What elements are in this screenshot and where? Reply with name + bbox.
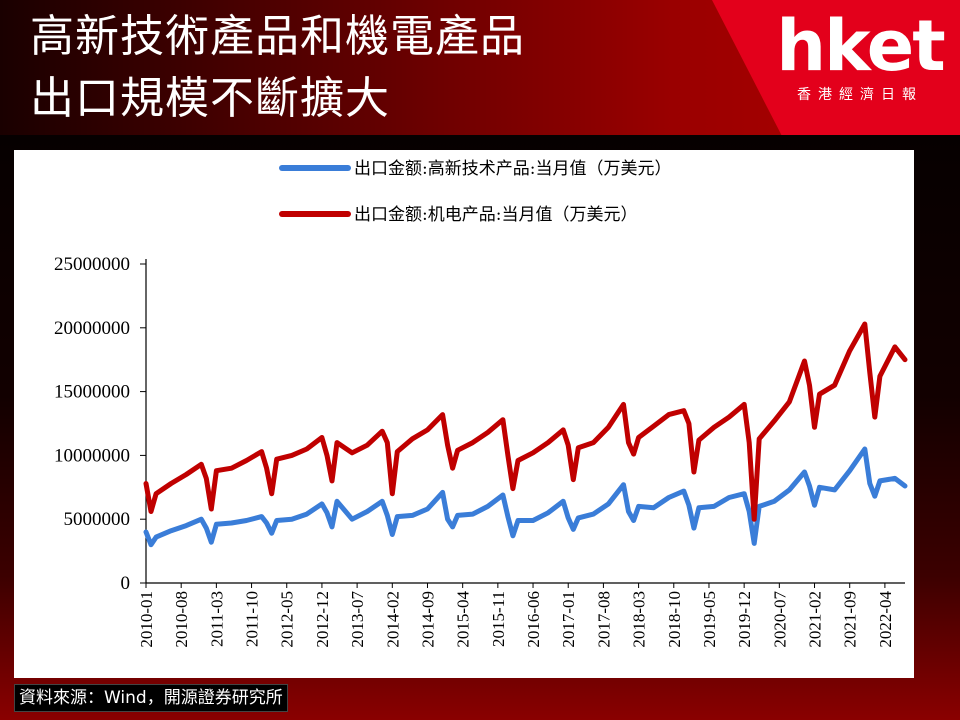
y-tick-label: 20000000 bbox=[54, 318, 130, 339]
x-tick-label: 2019-12 bbox=[735, 591, 754, 648]
y-tick-label: 10000000 bbox=[54, 445, 130, 466]
x-tick-label: 2019-05 bbox=[700, 591, 719, 648]
x-tick-label: 2020-07 bbox=[770, 591, 789, 648]
y-tick-label: 15000000 bbox=[54, 382, 130, 403]
series-line-1 bbox=[143, 446, 908, 548]
x-tick-label: 2014-02 bbox=[383, 591, 402, 648]
y-tick-label: 0 bbox=[121, 573, 131, 594]
x-tick-label: 2013-07 bbox=[348, 591, 367, 648]
chart-panel: 出口金额:高新技术产品:当月值（万美元） 出口金额:机电产品:当月值（万美元） 0… bbox=[14, 150, 914, 678]
x-tick-label: 2021-02 bbox=[806, 591, 825, 648]
logo-subtitle: 香港經濟日報 bbox=[797, 87, 923, 103]
x-tick-label: 2018-10 bbox=[665, 591, 684, 648]
line-chart: 出口金额:高新技术产品:当月值（万美元） 出口金额:机电产品:当月值（万美元） 0… bbox=[54, 159, 908, 648]
x-tick-label: 2011-10 bbox=[243, 591, 262, 647]
header-banner: 高新技術產品和機電產品 出口規模不斷擴大 hket 香港經濟日報 bbox=[0, 0, 960, 135]
x-tick-label: 2017-08 bbox=[594, 591, 613, 648]
legend-label: 出口金额:机电产品:当月值（万美元） bbox=[354, 205, 637, 225]
source-note: 資料來源：Wind，開源證券研究所 bbox=[14, 684, 288, 712]
page-title-line2: 出口規模不斷擴大 bbox=[30, 73, 390, 124]
chart-series bbox=[143, 321, 908, 548]
x-tick-label: 2015-11 bbox=[489, 591, 508, 647]
x-tick-label: 2018-03 bbox=[630, 591, 649, 648]
page-title-line1: 高新技術產品和機電產品 bbox=[30, 11, 525, 62]
legend-label: 出口金额:高新技术产品:当月值（万美元） bbox=[354, 159, 671, 179]
x-tick-label: 2011-03 bbox=[207, 591, 226, 647]
x-tick-label: 2016-06 bbox=[524, 591, 543, 648]
x-tick-label: 2012-12 bbox=[313, 591, 332, 648]
chart-legend: 出口金额:高新技术产品:当月值（万美元） 出口金额:机电产品:当月值（万美元） bbox=[279, 159, 671, 225]
y-tick-label: 5000000 bbox=[64, 509, 131, 530]
x-tick-label: 2017-01 bbox=[559, 591, 578, 648]
chart-axes: 0 5000000 10000000 15000000 20000000 25000000… bbox=[54, 254, 905, 648]
x-tick-label: 2010-01 bbox=[137, 591, 156, 648]
x-tick-label: 2021-09 bbox=[841, 591, 860, 648]
x-tick-label: 2015-04 bbox=[454, 591, 473, 648]
x-tick-label: 2012-05 bbox=[278, 591, 297, 648]
y-tick-label: 25000000 bbox=[54, 254, 130, 275]
x-tick-label: 2014-09 bbox=[418, 591, 437, 648]
hket-logo: hket bbox=[776, 5, 945, 87]
x-tick-label: 2010-08 bbox=[172, 591, 191, 648]
series-line-2 bbox=[143, 321, 908, 522]
x-tick-label: 2022-04 bbox=[876, 591, 895, 648]
